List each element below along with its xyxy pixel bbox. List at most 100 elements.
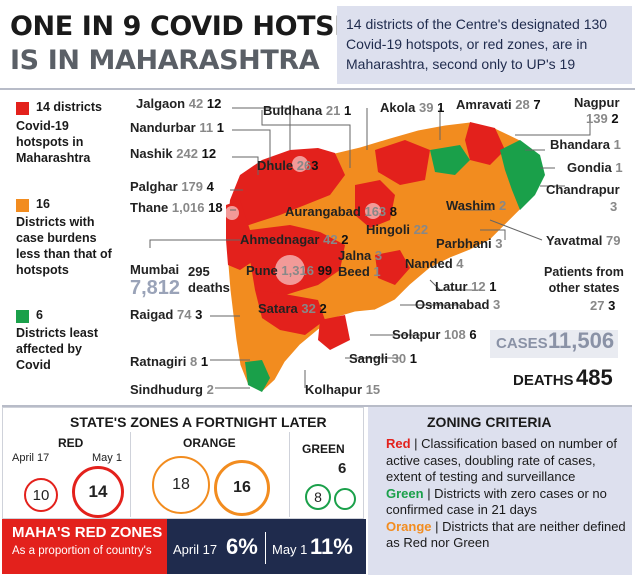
label-akola: Akola 39 1: [380, 100, 445, 115]
label-ratnagiri: Ratnagiri 8 1: [130, 354, 209, 369]
legend-orange-count: 16: [36, 197, 50, 211]
zones-panel: [2, 407, 364, 519]
label-nashik: Nashik 242 12: [130, 146, 217, 161]
red-ring-may: 14: [72, 466, 124, 518]
label-satara: Satara 32 2: [258, 301, 327, 316]
maha-red-date-2: May 1: [272, 542, 308, 557]
region-east-green: [500, 140, 545, 210]
region-sindhudurg-green: [245, 360, 270, 392]
region-north-west-red: [228, 148, 345, 228]
title-line-2: IS IN MAHARASHTRA: [10, 45, 320, 76]
label-nagpur: Nagpur: [574, 95, 620, 110]
legend-green-swatch: [16, 310, 29, 323]
maharashtra-map: [149, 107, 591, 393]
legend-green-text: Districts least affected by Covid: [16, 326, 98, 372]
label-aurangabad: Aurangabad 163 8: [285, 204, 398, 219]
label-pune: Pune 1,316 99: [246, 263, 333, 278]
deaths-total: 485: [576, 365, 613, 390]
label-chandrapur: Chandrapur: [546, 182, 620, 197]
label-sindhudurg: Sindhudurg 2: [130, 382, 214, 397]
label-jalgaon: Jalgaon 42 12: [136, 96, 222, 111]
aurangabad-bubble: [365, 203, 381, 219]
legend-orange-text: Districts with case burdens less than th…: [16, 215, 112, 277]
mumbai-deaths: 295: [188, 264, 210, 279]
label-nandurbar: Nandurbar 11 1: [130, 120, 224, 135]
maha-red-value-1: 6%: [226, 534, 258, 559]
header: ONE IN 9 COVID HOTSPOTS IS IN MAHARASHTR…: [0, 0, 635, 88]
cases-box: [490, 330, 618, 358]
red-ring-april: 10: [24, 478, 58, 512]
label-solapur: Solapur 108 6: [392, 327, 477, 342]
label-thane: Thane 1,016 18: [130, 200, 223, 215]
legend-orange-swatch: [16, 199, 29, 212]
label-palghar: Palghar 179 4: [130, 179, 214, 194]
label-amravati: Amravati 28 7: [456, 97, 541, 112]
label-sangli: Sangli 30 1: [349, 351, 417, 366]
orange-zone-panel: [130, 432, 290, 517]
maha-red-separator: [265, 532, 266, 564]
label-chandrapur-value: 3: [610, 199, 618, 214]
region-washim-green: [430, 145, 470, 175]
other-states-label: Patients from other states: [544, 265, 624, 295]
green-ring-may: [334, 488, 356, 510]
nashik-bubble: [292, 156, 308, 172]
cases-total: 11,506: [548, 328, 615, 353]
legend-red-swatch: [16, 102, 29, 115]
label-yavatmal: Yavatmal 79: [546, 233, 621, 248]
red-date-1: April 17: [12, 452, 50, 464]
green-zone-label: GREEN: [302, 442, 345, 456]
other-states-values: 27 3: [590, 298, 616, 313]
label-mumbai: Mumbai: [130, 262, 180, 277]
maha-red-date-1: April 17: [173, 542, 218, 557]
orange-ring-may: 16: [214, 460, 270, 516]
legend: 14 districts Covid-19 hotspots in Mahara…: [0, 92, 120, 397]
pune-bubble: [275, 255, 305, 285]
legend-red-count: 14 districts: [36, 100, 103, 114]
cases-label: CASES: [496, 335, 548, 352]
maha-red-value-2: 11%: [310, 534, 353, 559]
label-kolhapur: Kolhapur 15: [305, 382, 381, 397]
green-may-value: 6: [338, 460, 347, 477]
label-dhule: Dhule 263: [257, 158, 319, 173]
thane-bubble: [225, 206, 239, 220]
orange-ring-april: 18: [152, 456, 210, 514]
criteria-green: Green | Districts with zero cases or no …: [386, 485, 607, 518]
green-ring-april: 8: [305, 484, 331, 510]
legend-green-count: 6: [36, 308, 43, 322]
region-satara-red: [255, 290, 325, 335]
label-osmanabad: Osmanabad 3: [415, 297, 501, 312]
subtitle-panel: [337, 6, 632, 84]
criteria-orange: Orange | Districts that are neither defi…: [386, 518, 626, 551]
region-akola-amravati-red: [375, 140, 430, 185]
label-nagpur-values: 139 2: [586, 111, 619, 126]
orange-zone-label: ORANGE: [183, 436, 236, 450]
region-latur-red: [375, 250, 410, 285]
deaths-label: DEATHS: [513, 372, 574, 389]
zones-title: STATE'S ZONES A FORTNIGHT LATER: [70, 414, 327, 430]
label-beed: Beed 1: [338, 264, 381, 279]
red-date-2: May 1: [92, 452, 122, 464]
label-jalna: Jalna 3: [338, 248, 383, 263]
bottom-divider: [2, 405, 632, 407]
maha-red-subtitle: As a proportion of country's: [12, 545, 152, 557]
red-zone-label: RED: [58, 436, 84, 450]
label-ahmednagar: Ahmednagar 42 2: [240, 232, 349, 247]
criteria-title: ZONING CRITERIA: [427, 414, 552, 430]
label-washim: Washim 2: [446, 198, 507, 213]
mumbai-deaths-label: deaths: [188, 280, 230, 295]
label-parbhani: Parbhani 3: [436, 236, 503, 251]
label-buldhana: Buldhana 21 1: [263, 103, 352, 118]
label-nanded: Nanded 4: [405, 256, 464, 271]
legend-red-text: Covid-19 hotspots in Maharashtra: [16, 119, 91, 165]
label-hingoli: Hingoli 22: [366, 222, 429, 237]
mumbai-cases: 7,812: [130, 277, 181, 299]
criteria-panel: [368, 407, 632, 575]
maha-red-title-box: [2, 519, 167, 574]
label-gondia: Gondia 1: [567, 160, 623, 175]
label-latur: Latur 12 1: [435, 279, 497, 294]
maha-red-values-box: [167, 519, 366, 574]
criteria-red: Red | Classification based on number of …: [386, 436, 617, 484]
criteria-body: Red | Classification based on number of …: [386, 436, 626, 552]
label-bhandara: Bhandara 1: [550, 137, 621, 152]
label-raigad: Raigad 74 3: [130, 307, 203, 322]
